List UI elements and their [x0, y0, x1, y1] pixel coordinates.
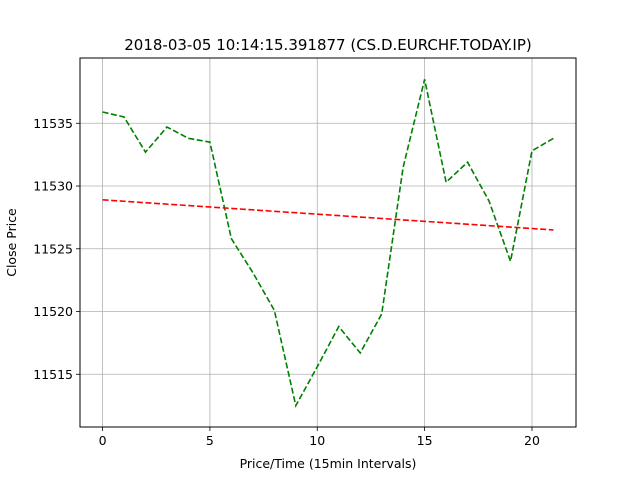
x-tick-label: 15 — [417, 433, 433, 448]
y-tick-label: 11530 — [33, 179, 73, 194]
x-tick-label: 10 — [309, 433, 325, 448]
y-axis-label: Close Price — [4, 208, 19, 277]
y-tick-label: 11525 — [33, 241, 73, 256]
trend-line — [102, 199, 554, 231]
axis-ticks: 0 5 10 15 20 11515 11520 11525 11530 11535 — [33, 116, 540, 448]
chart-title: 2018-03-05 10:14:15.391877 (CS.D.EURCHF.… — [124, 36, 531, 54]
y-tick-label: 11515 — [33, 367, 73, 382]
x-axis-label: Price/Time (15min Intervals) — [240, 456, 417, 471]
x-tick-label: 5 — [206, 433, 214, 448]
y-tick-label: 11535 — [33, 116, 73, 131]
series-lines — [102, 79, 554, 408]
x-tick-label: 20 — [524, 433, 540, 448]
y-tick-label: 11520 — [33, 304, 73, 319]
close-price-line — [102, 79, 554, 408]
plot-frame — [79, 57, 577, 428]
x-tick-label: 0 — [99, 433, 107, 448]
grid — [80, 58, 576, 427]
